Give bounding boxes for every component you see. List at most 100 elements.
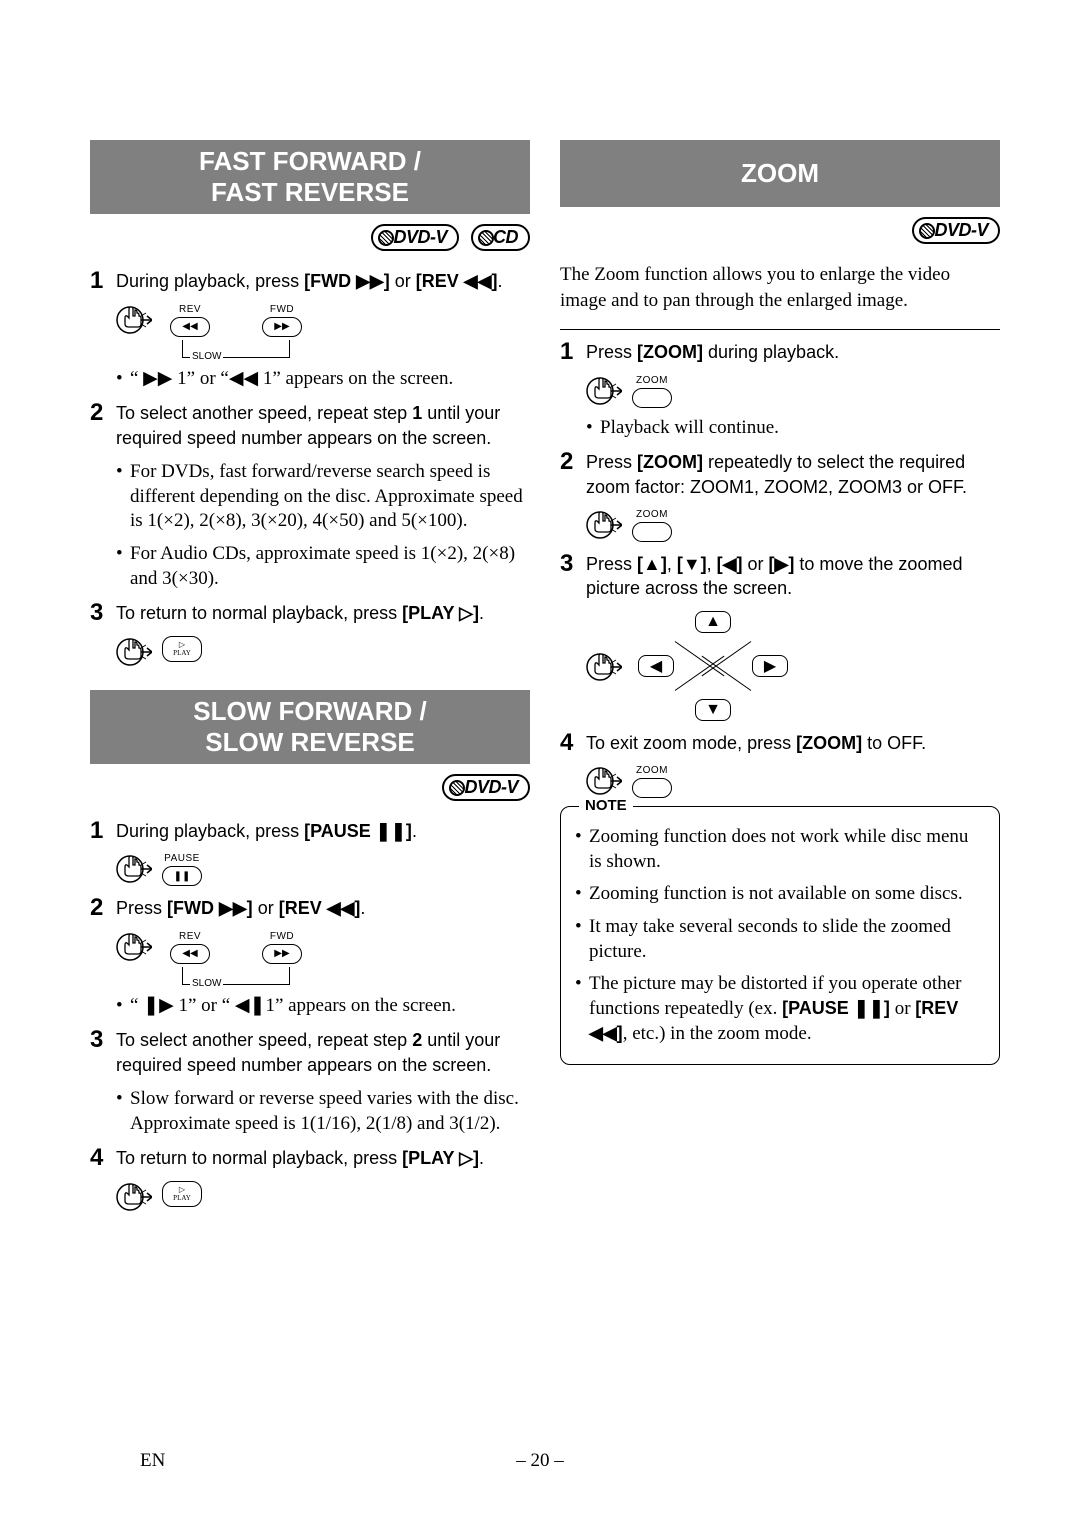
step-number: 4: [560, 729, 573, 757]
step-number: 1: [560, 338, 573, 366]
play-button: ▷PLAY: [162, 636, 202, 662]
play-key: [PLAY ▷]: [402, 1148, 479, 1168]
slow-step1-remote: PAUSE ❚❚: [116, 853, 530, 886]
rev-label: REV: [179, 304, 201, 315]
note-bullet-1: Zooming function does not work while dis…: [575, 825, 985, 874]
text: .: [479, 603, 484, 623]
text: During playback, press: [116, 821, 304, 841]
dpad-left: ◀: [638, 655, 674, 677]
fwd-label: FWD: [270, 304, 294, 315]
up-key: [▲]: [637, 554, 667, 574]
zoom-label: ZOOM: [636, 375, 668, 386]
zoom-button: ZOOM: [632, 509, 672, 542]
zoom-key: [ZOOM]: [637, 452, 703, 472]
step-number: 1: [90, 817, 103, 845]
dpad-down: ▼: [695, 699, 731, 721]
slow-label: SLOW: [190, 351, 223, 362]
text: Press: [116, 898, 167, 918]
text: To select another speed, repeat step: [116, 403, 412, 423]
fast-title-line1: FAST FORWARD / FAST REVERSE: [199, 146, 421, 207]
text: or: [890, 998, 915, 1019]
down-key: [▼]: [677, 554, 707, 574]
text: , etc.) in the zoom mode.: [623, 1023, 812, 1044]
slow-step-1: 1 During playback, press [PAUSE ❚❚].: [90, 819, 530, 843]
zoom-section-header: ZOOM: [560, 140, 1000, 207]
text: Press: [586, 342, 637, 362]
text: .: [497, 271, 502, 291]
text: or: [253, 898, 279, 918]
hand-icon: [586, 651, 622, 681]
rev-button: REV ◀◀: [170, 931, 210, 964]
pause-button: PAUSE ❚❚: [162, 853, 202, 886]
slow-section-header: SLOW FORWARD / SLOW REVERSE: [90, 690, 530, 764]
badge-cd: CD: [471, 224, 530, 251]
zoom-step2-remote: ZOOM: [586, 509, 1000, 542]
fast-step1-remote: REV ◀◀ FWD ▶▶ SLOW: [116, 304, 530, 359]
dpad: ▲ ▼ ◀ ▶: [638, 611, 788, 721]
play-label: PLAY: [173, 1194, 191, 1202]
dpad-right: ▶: [752, 655, 788, 677]
slow-title: SLOW FORWARD / SLOW REVERSE: [193, 696, 427, 757]
text: To exit zoom mode, press: [586, 733, 796, 753]
text: Press: [586, 452, 637, 472]
bold: 2: [412, 1030, 422, 1050]
text: during playback.: [703, 342, 839, 362]
slow-disc-badges: DVD-V: [90, 774, 530, 801]
fast-step3-remote: ▷PLAY: [116, 636, 530, 666]
fast-step2-bullet2: For Audio CDs, approximate speed is 1(×2…: [116, 542, 530, 591]
fast-step-3: 3 To return to normal playback, press [P…: [90, 601, 530, 625]
text: To select another speed, repeat step: [116, 1030, 412, 1050]
badge-dvdv: DVD-V: [371, 224, 459, 251]
fwd-label: FWD: [270, 931, 294, 942]
zoom-step-1: 1 Press [ZOOM] during playback.: [560, 340, 1000, 364]
text: To return to normal playback, press: [116, 1148, 402, 1168]
fwd-button: FWD ▶▶: [262, 304, 302, 337]
slow-step-2: 2 Press [FWD ▶▶] or [REV ◀◀].: [90, 896, 530, 920]
text: .: [479, 1148, 484, 1168]
zoom-label: ZOOM: [636, 509, 668, 520]
right-column: ZOOM DVD-V The Zoom function allows you …: [560, 140, 1000, 1217]
zoom-step1-remote: ZOOM: [586, 375, 1000, 408]
hand-icon: [116, 1181, 152, 1211]
hand-icon: [116, 853, 152, 883]
play-button: ▷PLAY: [162, 1181, 202, 1207]
text: ,: [667, 554, 677, 574]
footer-lang: EN: [140, 1450, 165, 1472]
rev-button: REV ◀◀: [170, 304, 210, 337]
text: to OFF.: [862, 733, 926, 753]
rev-key: [REV ◀◀]: [416, 271, 498, 291]
right-key: [▶]: [769, 554, 795, 574]
dpad-up: ▲: [695, 611, 731, 633]
note-bullet-2: Zooming function is not available on som…: [575, 882, 985, 907]
slow-step3-bullet: Slow forward or reverse speed varies wit…: [116, 1087, 530, 1136]
zoom-intro: The Zoom function allows you to enlarge …: [560, 262, 1000, 313]
left-column: FAST FORWARD / FAST REVERSE DVD-V CD 1 D…: [90, 140, 530, 1217]
divider: [560, 329, 1000, 330]
play-key: [PLAY ▷]: [402, 603, 479, 623]
fwd-key: [FWD ▶▶]: [304, 271, 390, 291]
step-number: 4: [90, 1144, 103, 1172]
text: Press: [586, 554, 637, 574]
play-label: PLAY: [173, 649, 191, 657]
text: To return to normal playback, press: [116, 603, 402, 623]
pause-key: [PAUSE ❚❚]: [304, 821, 412, 841]
text: or: [743, 554, 769, 574]
slow-step-3: 3 To select another speed, repeat step 2…: [90, 1028, 530, 1077]
text: or: [390, 271, 416, 291]
zoom-step3-dpad: ▲ ▼ ◀ ▶: [586, 611, 1000, 721]
slow-step4-remote: ▷PLAY: [116, 1181, 530, 1211]
footer-page-number: – 20 –: [516, 1450, 564, 1472]
pause-label: PAUSE: [164, 853, 200, 864]
hand-icon: [586, 375, 622, 405]
bold: 1: [412, 403, 422, 423]
hand-icon: [586, 509, 622, 539]
rev-label: REV: [179, 931, 201, 942]
zoom-step4-remote: ZOOM: [586, 765, 1000, 798]
step-number: 2: [90, 399, 103, 427]
zoom-button: ZOOM: [632, 765, 672, 798]
fast-disc-badges: DVD-V CD: [90, 224, 530, 251]
note-bullet-3: It may take several seconds to slide the…: [575, 915, 985, 964]
text: During playback, press: [116, 271, 304, 291]
zoom-title: ZOOM: [741, 158, 819, 188]
slow-step2-remote: REV ◀◀ FWD ▶▶ SLOW: [116, 931, 530, 986]
